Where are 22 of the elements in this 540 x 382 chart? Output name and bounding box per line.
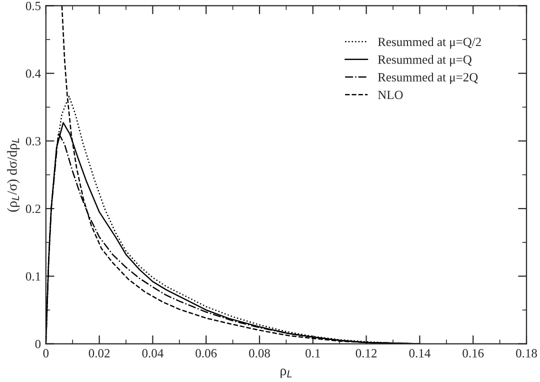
x-tick-label: 0.06	[196, 349, 217, 358]
legend-label: Resummed at μ=Q/2	[378, 37, 481, 49]
legend-label: Resummed at μ=Q	[378, 55, 472, 66]
x-tick-label: 0.1	[306, 349, 320, 358]
x-tick-label: 0.14	[409, 349, 430, 358]
x-tick-label: 0.02	[88, 349, 110, 358]
legend-label: NLO	[378, 90, 403, 100]
y-tick-label: 0	[35, 340, 41, 348]
legend-label: Resummed at μ=2Q	[378, 72, 478, 84]
y-axis-title: (ρ$_{L}$/σ) dσ/dρ$_{L}$	[7, 138, 20, 212]
x-tick-label: 0	[43, 349, 49, 358]
y-tick-label: 0.4	[26, 69, 41, 78]
y-tick-label: 0.5	[26, 2, 41, 10]
y-tick-label: 0.2	[26, 204, 40, 214]
y-tick-label: 0.1	[26, 272, 40, 281]
x-axis-title: ρ$_{L}$	[280, 368, 292, 378]
x-tick-label: 0.04	[142, 349, 164, 358]
y-tick-label: 0.3	[26, 136, 41, 146]
x-tick-label: 0.18	[516, 349, 537, 358]
x-tick-label: 0.08	[249, 349, 270, 358]
x-tick-label: 0.16	[462, 349, 484, 358]
x-tick-label: 0.12	[356, 349, 377, 358]
